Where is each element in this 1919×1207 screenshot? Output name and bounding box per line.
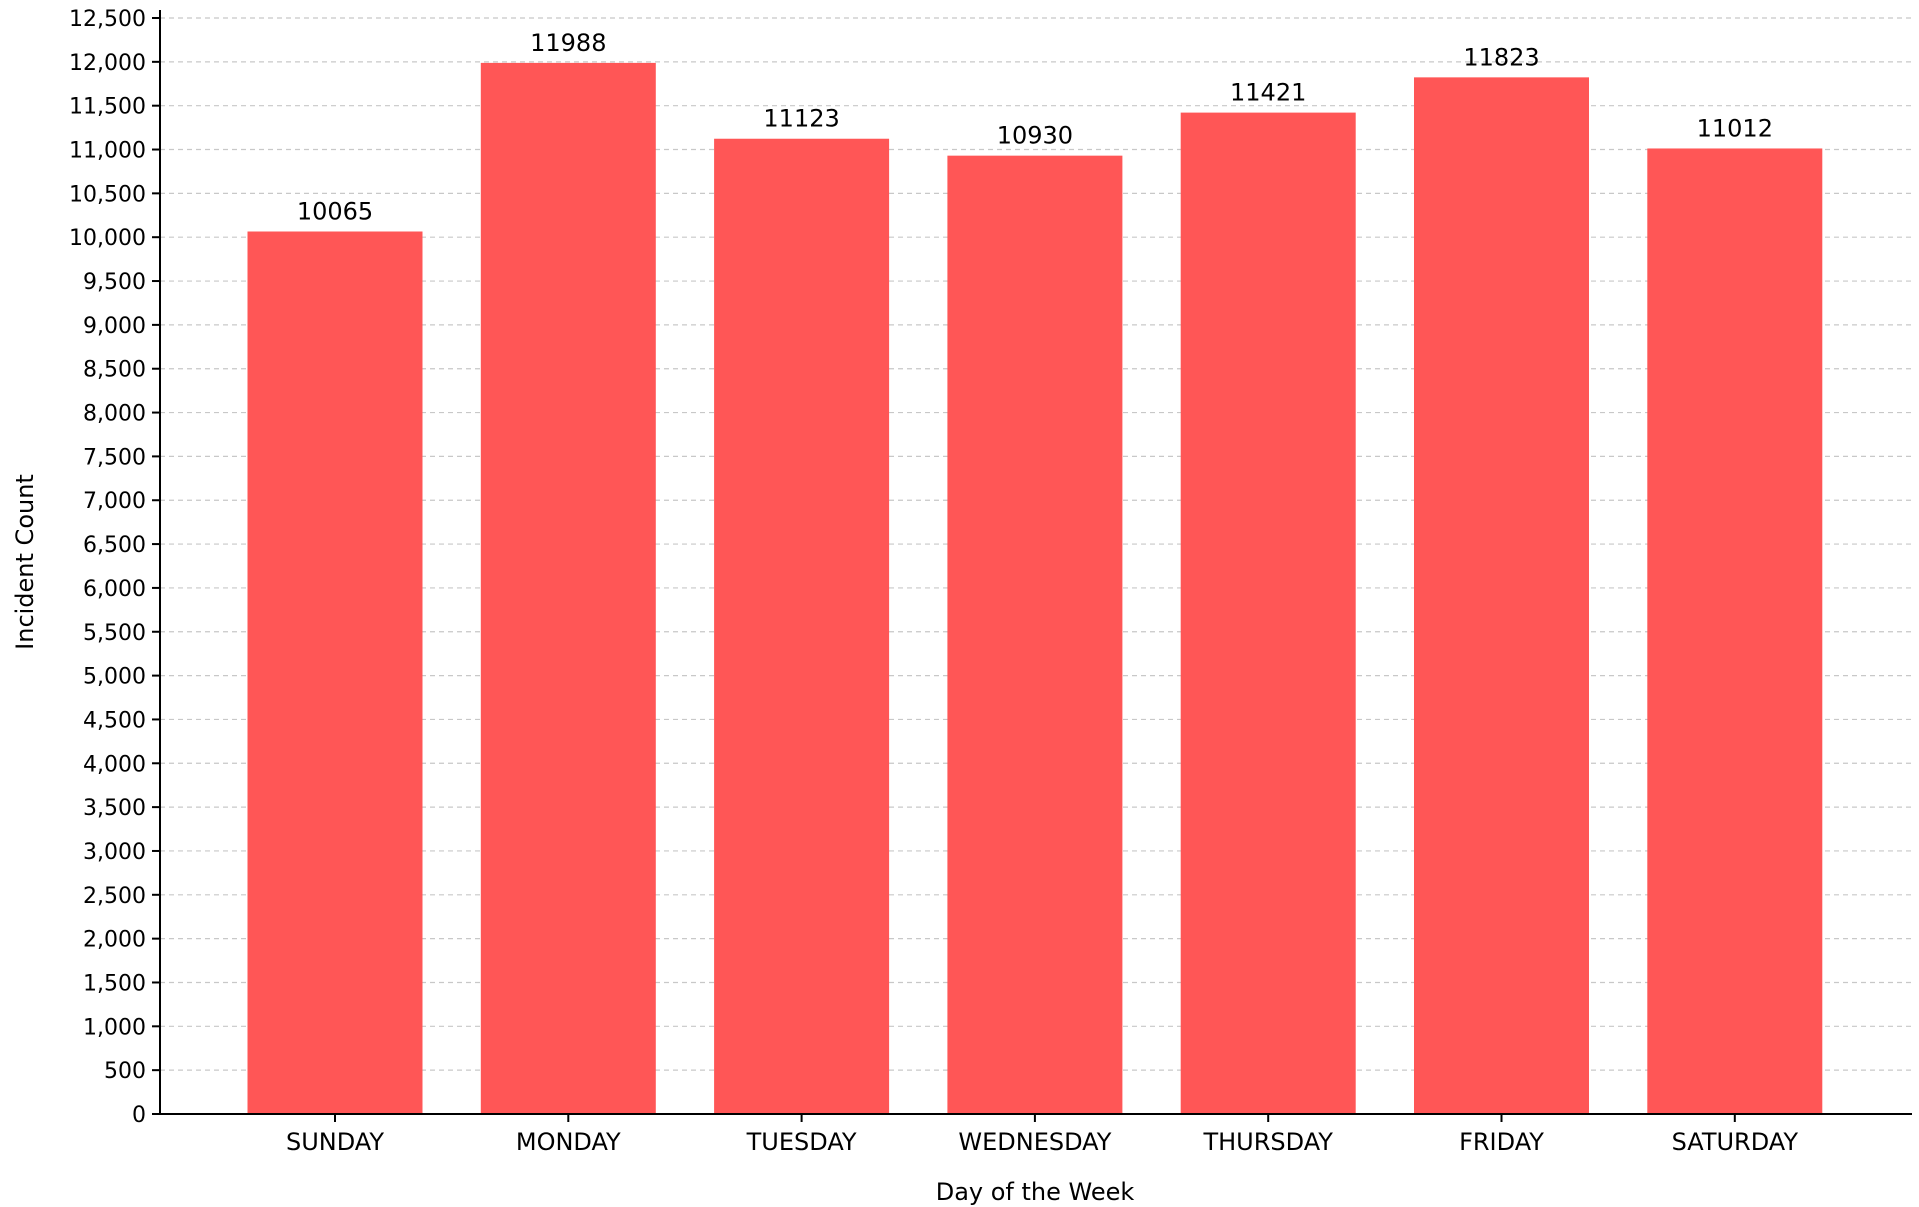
y-tick-label: 5,000 (83, 665, 146, 690)
bar-value-label: 10930 (997, 122, 1073, 150)
x-tick-label: FRIDAY (1459, 1128, 1544, 1156)
bars (247, 62, 1823, 1115)
bar (714, 138, 890, 1115)
y-tick-label: 8,000 (83, 402, 146, 427)
y-tick-label: 7,000 (83, 489, 146, 514)
x-tick-label: MONDAY (516, 1128, 621, 1156)
y-tick-label: 11,500 (69, 95, 146, 120)
bar-value-label: 11988 (530, 29, 606, 57)
y-tick-label: 9,000 (83, 314, 146, 339)
y-tick-label: 3,500 (83, 796, 146, 821)
x-axis-title: Day of the Week (936, 1178, 1135, 1206)
y-tick-label: 12,000 (69, 51, 146, 76)
y-tick-label: 10,500 (69, 182, 146, 207)
y-tick-label: 4,000 (83, 752, 146, 777)
y-tick-label: 6,500 (83, 533, 146, 558)
y-tick-label: 2,500 (83, 884, 146, 909)
y-tick-label: 1,500 (83, 971, 146, 996)
y-tick-label: 6,000 (83, 577, 146, 602)
y-tick-label: 10,000 (69, 226, 146, 251)
y-tick-label: 1,000 (83, 1015, 146, 1040)
y-tick-label: 2,000 (83, 928, 146, 953)
bar-value-label: 10065 (297, 198, 373, 226)
x-tick-label: SATURDAY (1672, 1128, 1799, 1156)
y-tick-label: 3,000 (83, 840, 146, 865)
bar (1414, 77, 1589, 1114)
x-tick-label: SUNDAY (286, 1128, 384, 1156)
y-tick-label: 0 (132, 1103, 146, 1128)
labels: 0 500 1,000 1,500 2,000 2,500 3,000 3,500 4,000 4… (69, 7, 1798, 1156)
y-tick-label: 500 (104, 1059, 146, 1084)
x-tick-label: TUESDAY (746, 1128, 857, 1156)
y-axis-title: Incident Count (11, 474, 39, 650)
bar (1647, 148, 1823, 1114)
y-tick-label: 12,500 (69, 7, 146, 32)
bar (247, 231, 423, 1114)
y-tick-label: 5,500 (83, 621, 146, 646)
axes (152, 10, 1912, 1122)
y-tick-label: 4,500 (83, 708, 146, 733)
bar (480, 62, 656, 1114)
bar (1180, 112, 1356, 1115)
y-tick-label: 11,000 (69, 139, 146, 164)
x-tick-label: WEDNESDAY (958, 1128, 1111, 1156)
bar-value-label: 11012 (1697, 114, 1773, 142)
bar (947, 155, 1123, 1114)
x-tick-label: THURSDAY (1202, 1128, 1333, 1156)
y-tick-label: 9,500 (83, 270, 146, 295)
y-tick-label: 8,500 (83, 358, 146, 383)
bar-value-label: 11421 (1230, 79, 1306, 107)
y-tick-label: 7,500 (83, 445, 146, 470)
bar-value-label: 11123 (763, 105, 839, 133)
bar-value-label: 11823 (1463, 43, 1539, 71)
